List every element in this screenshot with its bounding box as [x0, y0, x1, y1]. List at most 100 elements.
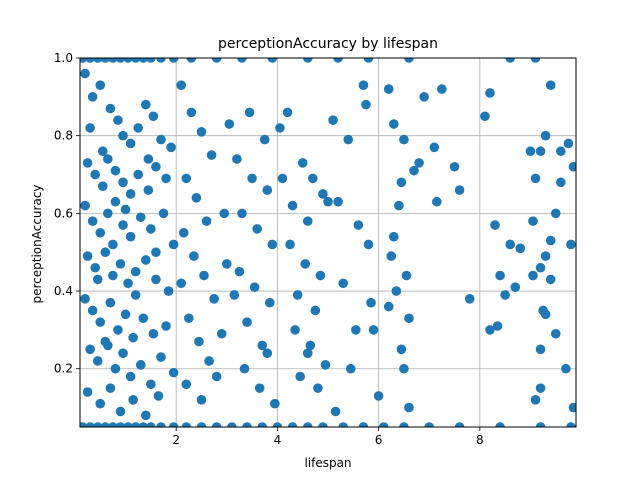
scatter-point — [103, 154, 113, 164]
scatter-point — [262, 185, 273, 195]
scatter-point — [128, 332, 138, 343]
scatter-point — [138, 313, 149, 324]
scatter-point — [257, 340, 268, 351]
scatter-point — [237, 58, 247, 63]
scatter-point — [386, 251, 397, 261]
scatter-point — [97, 181, 108, 191]
scatter-point — [105, 297, 116, 308]
scatter-points — [80, 58, 576, 427]
scatter-point — [85, 344, 95, 355]
scatter-point — [105, 383, 116, 393]
scatter-point — [404, 402, 414, 413]
scatter-point — [115, 58, 126, 63]
scatter-point — [191, 193, 202, 203]
scatter-point — [138, 422, 149, 427]
scatter-point — [108, 270, 118, 281]
scatter-point — [95, 317, 106, 327]
scatter-point — [282, 107, 293, 118]
scatter-point — [257, 422, 268, 427]
scatter-point — [404, 58, 414, 63]
scatter-point — [216, 328, 227, 339]
scatter-point — [492, 321, 503, 331]
scatter-point — [211, 422, 222, 427]
scatter-point — [90, 169, 100, 180]
scatter-point — [528, 216, 538, 226]
scatter-point — [262, 348, 273, 359]
scatter-point — [146, 379, 156, 390]
scatter-point — [302, 58, 313, 63]
scatter-point — [103, 208, 113, 219]
scatter-point — [267, 58, 278, 63]
scatter-point — [535, 146, 546, 157]
scatter-point — [313, 383, 323, 393]
scatter-point — [500, 290, 510, 300]
scatter-point — [87, 305, 98, 316]
scatter-point — [556, 177, 566, 188]
scatter-point — [287, 422, 298, 427]
scatter-point — [224, 119, 235, 129]
scatter-point — [525, 146, 536, 157]
scatter-point — [535, 344, 546, 355]
scatter-point — [528, 270, 538, 281]
scatter-point — [82, 251, 93, 261]
scatter-point — [318, 422, 328, 427]
scatter-point — [419, 92, 429, 102]
scatter-point — [515, 243, 526, 254]
scatter-point — [199, 270, 209, 281]
scatter-point — [429, 142, 440, 153]
scatter-point — [186, 58, 197, 63]
scatter-point — [378, 422, 389, 427]
scatter-point — [92, 356, 103, 366]
scatter-point — [249, 282, 260, 292]
scatter-point — [237, 208, 247, 219]
scatter-point — [186, 107, 197, 118]
scatter-point — [277, 173, 288, 184]
scatter-point — [151, 274, 161, 285]
scatter-point — [505, 58, 516, 63]
scatter-point — [108, 422, 118, 427]
scatter-point — [140, 99, 151, 110]
scatter-point — [566, 239, 576, 250]
scatter-point — [161, 321, 171, 331]
scatter-point — [383, 301, 394, 312]
scatter-point — [118, 130, 128, 141]
scatter-point — [153, 391, 164, 401]
scatter-point — [333, 196, 343, 207]
scatter-point — [85, 422, 95, 427]
scatter-point — [247, 173, 257, 184]
scatter-point — [351, 325, 361, 335]
scatter-point — [80, 200, 90, 211]
scatter-point — [363, 239, 374, 250]
scatter-point — [267, 239, 278, 250]
scatter-point — [545, 80, 556, 90]
scatter-point — [156, 134, 166, 145]
scatter-point — [110, 196, 121, 207]
scatter-point — [130, 266, 141, 277]
scatter-point — [510, 282, 521, 292]
y-tick-label: 1.0 — [54, 51, 73, 65]
scatter-point — [323, 196, 333, 207]
x-tick-label: 4 — [274, 433, 282, 447]
scatter-point — [454, 422, 465, 427]
scatter-point — [194, 336, 204, 347]
scatter-point — [123, 422, 133, 427]
scatter-point — [92, 274, 103, 285]
scatter-point — [530, 395, 541, 405]
scatter-point — [146, 224, 156, 234]
scatter-point — [176, 80, 187, 90]
scatter-point — [100, 422, 111, 427]
x-tick-label: 6 — [375, 433, 383, 447]
scatter-point — [125, 189, 136, 199]
scatter-point — [219, 208, 230, 219]
scatter-point — [100, 58, 111, 63]
scatter-point — [87, 92, 98, 102]
scatter-point — [310, 305, 321, 316]
scatter-point — [135, 212, 146, 223]
x-axis-label: lifespan — [304, 456, 351, 470]
scatter-point — [505, 239, 516, 250]
scatter-point — [399, 422, 409, 427]
scatter-point — [115, 406, 126, 417]
x-tick-label: 2 — [172, 433, 180, 447]
scatter-point — [545, 274, 556, 285]
scatter-point — [550, 208, 561, 219]
